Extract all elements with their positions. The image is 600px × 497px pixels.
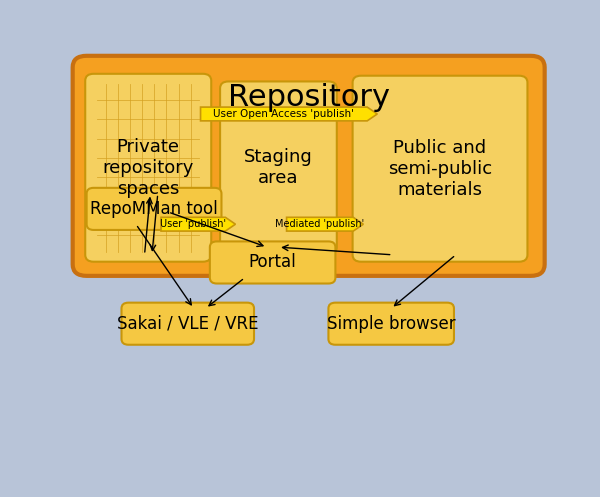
Text: Sakai / VLE / VRE: Sakai / VLE / VRE <box>117 315 259 332</box>
FancyBboxPatch shape <box>121 303 254 345</box>
Text: Simple browser: Simple browser <box>327 315 455 332</box>
Text: Portal: Portal <box>249 253 296 271</box>
FancyBboxPatch shape <box>73 56 545 276</box>
FancyBboxPatch shape <box>86 188 221 230</box>
Text: Private
repository
spaces: Private repository spaces <box>103 138 194 197</box>
Text: Mediated 'publish': Mediated 'publish' <box>275 219 364 229</box>
FancyBboxPatch shape <box>220 82 337 254</box>
Text: RepoMMan tool: RepoMMan tool <box>90 200 218 218</box>
Text: User 'publish': User 'publish' <box>160 219 226 229</box>
FancyBboxPatch shape <box>353 76 527 262</box>
Text: User Open Access 'publish': User Open Access 'publish' <box>214 109 355 119</box>
Text: Repository: Repository <box>227 83 389 112</box>
FancyBboxPatch shape <box>210 242 335 283</box>
Polygon shape <box>287 217 364 231</box>
FancyBboxPatch shape <box>328 303 454 345</box>
Text: Public and
semi-public
materials: Public and semi-public materials <box>388 139 492 198</box>
Polygon shape <box>161 217 235 231</box>
Text: Staging
area: Staging area <box>244 148 313 187</box>
FancyBboxPatch shape <box>85 74 211 262</box>
Polygon shape <box>200 107 377 121</box>
